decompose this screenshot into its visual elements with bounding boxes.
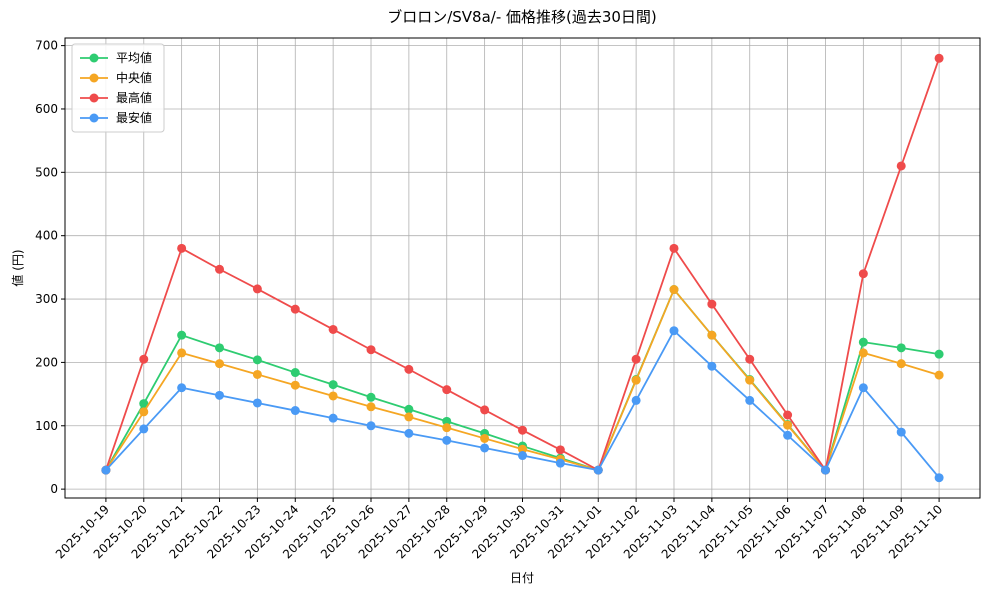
data-point xyxy=(745,395,755,405)
data-point xyxy=(934,349,944,359)
data-point xyxy=(215,343,225,353)
data-point xyxy=(934,53,944,63)
data-point xyxy=(404,412,414,422)
plot-frame xyxy=(64,37,981,499)
data-point xyxy=(290,380,300,390)
data-point xyxy=(366,392,376,402)
data-point xyxy=(252,398,262,408)
data-point xyxy=(783,420,793,430)
data-point xyxy=(404,428,414,438)
data-point xyxy=(518,444,527,454)
data-point xyxy=(404,364,414,374)
data-point xyxy=(480,443,490,453)
data-point xyxy=(328,391,338,401)
data-point xyxy=(177,243,187,253)
data-point xyxy=(593,465,603,475)
legend-marker xyxy=(89,113,99,123)
y-tick-label: 700 xyxy=(35,39,58,53)
data-point xyxy=(896,161,906,171)
y-tick-label: 0 xyxy=(50,482,58,496)
data-point xyxy=(707,299,717,309)
data-point xyxy=(858,383,868,393)
data-point xyxy=(442,416,452,426)
data-point xyxy=(252,284,262,294)
data-point xyxy=(328,413,338,423)
data-point xyxy=(858,348,868,358)
data-point xyxy=(480,433,490,443)
data-point xyxy=(783,410,793,420)
data-point xyxy=(707,330,717,340)
legend-label: 最高値 xyxy=(116,90,152,105)
y-tick-label: 100 xyxy=(35,419,58,433)
data-point xyxy=(442,435,452,445)
data-point xyxy=(252,355,262,365)
data-point xyxy=(366,402,376,412)
legend-marker xyxy=(89,93,99,103)
data-point xyxy=(139,424,149,434)
data-point xyxy=(480,405,490,415)
data-point xyxy=(404,404,414,414)
data-point xyxy=(518,451,527,461)
data-point xyxy=(139,399,149,409)
legend-label: 中央値 xyxy=(116,70,152,85)
y-tick-label: 200 xyxy=(35,355,58,369)
data-point xyxy=(555,445,565,455)
data-point xyxy=(745,354,755,364)
data-point xyxy=(669,326,679,336)
data-point xyxy=(934,473,944,483)
data-point xyxy=(215,390,225,400)
data-point xyxy=(858,269,868,279)
y-tick-label: 600 xyxy=(35,102,58,116)
data-point xyxy=(896,343,906,353)
data-point xyxy=(290,368,300,378)
data-point xyxy=(669,285,679,295)
data-point xyxy=(934,370,944,380)
data-point xyxy=(896,359,906,369)
data-point xyxy=(707,361,717,371)
data-point xyxy=(177,330,187,340)
data-point xyxy=(139,407,149,417)
data-point xyxy=(858,337,868,347)
data-point xyxy=(139,354,149,364)
data-point xyxy=(442,385,452,395)
legend-marker xyxy=(89,53,99,63)
data-point xyxy=(215,264,225,274)
chart-title: ブロロン/SV8a/- 価格推移(過去30日間) xyxy=(387,8,657,26)
data-point xyxy=(442,423,452,433)
y-tick-label: 500 xyxy=(35,165,58,179)
legend-label: 平均値 xyxy=(116,50,152,65)
data-point xyxy=(290,406,300,416)
data-point xyxy=(896,427,906,437)
legend-marker xyxy=(89,73,99,83)
data-point xyxy=(631,354,641,364)
data-point xyxy=(177,348,187,358)
data-point xyxy=(631,395,641,405)
legend-box xyxy=(71,43,165,133)
data-point xyxy=(215,359,225,369)
data-point xyxy=(555,458,565,468)
data-point xyxy=(631,375,641,385)
data-point xyxy=(783,430,793,440)
data-point xyxy=(820,465,830,475)
y-tick-label: 400 xyxy=(35,229,58,243)
data-point xyxy=(366,421,376,431)
data-point xyxy=(101,465,111,475)
data-point xyxy=(366,345,376,355)
x-axis-label: 日付 xyxy=(510,571,534,585)
data-point xyxy=(669,243,679,253)
data-point xyxy=(290,304,300,314)
data-point xyxy=(252,369,262,379)
data-point xyxy=(328,324,338,334)
data-point xyxy=(745,375,755,385)
legend-label: 最安値 xyxy=(116,110,152,125)
data-point xyxy=(177,383,187,393)
data-point xyxy=(518,425,527,435)
y-tick-label: 300 xyxy=(35,292,58,306)
y-axis-label: 値 (円) xyxy=(10,249,25,286)
data-point xyxy=(328,380,338,390)
